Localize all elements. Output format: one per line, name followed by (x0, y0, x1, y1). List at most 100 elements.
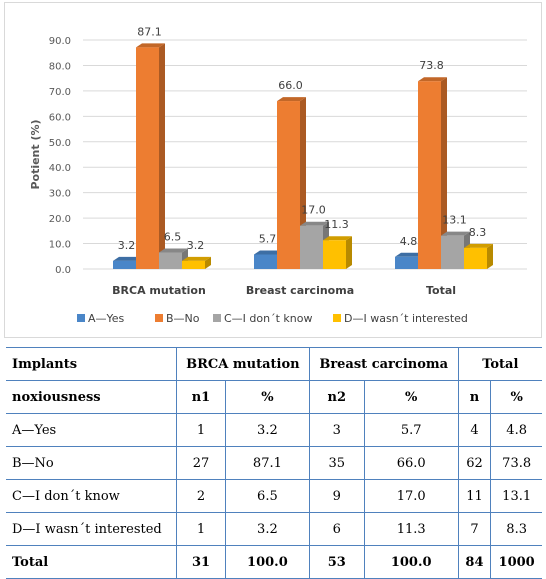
bar-chart: 0.0 10.0 20.0 30.0 40.0 50.0 60.0 70.0 80.0 90.0 P… (29, 25, 527, 325)
bar-top (418, 77, 447, 82)
bar (395, 256, 418, 269)
legend-swatch (333, 314, 341, 322)
row-label: B—No (6, 446, 177, 480)
bar-side (487, 243, 493, 269)
cell: 11.3 (363, 512, 459, 546)
cell: 6 (308, 512, 365, 546)
row-label: D—I wasn´t interested (6, 512, 177, 546)
subheader-n1: n1 (175, 380, 227, 414)
table-row: A—Yes 1 3.2 3 5.7 4 4.8 (6, 413, 542, 447)
total-cell: 31 (175, 545, 227, 579)
subheader-noxiousness: noxiousness (6, 380, 177, 414)
chart-container: 0.0 10.0 20.0 30.0 40.0 50.0 60.0 70.0 80.0 90.0 P… (4, 2, 542, 338)
bar-top (441, 231, 470, 236)
header-brca: BRCA mutation (175, 347, 310, 381)
data-label: 3.2 (118, 239, 136, 252)
cell: 6.5 (225, 479, 310, 513)
cell: 1 (175, 413, 227, 447)
data-label: 87.1 (137, 25, 162, 38)
bar (300, 225, 323, 269)
subheader-pct1: % (225, 380, 310, 414)
bar-side (441, 77, 447, 269)
bar (464, 247, 487, 269)
cell: 3.2 (225, 512, 310, 546)
table-row: C—I don´t know 2 6.5 9 17.0 11 13.1 (6, 479, 542, 513)
data-label: 66.0 (278, 79, 303, 92)
data-label: 73.8 (419, 59, 444, 72)
y-tick-label: 10.0 (49, 240, 71, 251)
cell: 87.1 (225, 446, 310, 480)
bar (159, 252, 182, 269)
total-cell: 100.0 (363, 545, 459, 579)
subheader-n2: n2 (308, 380, 365, 414)
data-label: 4.8 (400, 235, 418, 248)
bar (113, 260, 136, 269)
bar (254, 254, 277, 269)
cell: 3 (308, 413, 365, 447)
cell: 5.7 (363, 413, 459, 447)
y-tick-label: 90.0 (49, 36, 71, 47)
bar-side (346, 236, 352, 269)
row-label: C—I don´t know (6, 479, 177, 513)
y-tick-label: 20.0 (49, 214, 71, 225)
bar-top (136, 43, 165, 48)
cell: 35 (308, 446, 365, 480)
bar-top (113, 256, 142, 261)
bar (136, 47, 159, 269)
data-label: 5.7 (259, 232, 277, 245)
cell: 13.1 (490, 479, 542, 513)
cell: 27 (175, 446, 227, 480)
bar (323, 240, 346, 269)
x-tick-label: Breast carcinoma (246, 284, 354, 297)
bar-top (395, 252, 424, 257)
legend-label: B—No (166, 312, 200, 325)
bar-top (254, 250, 283, 255)
bar (277, 101, 300, 269)
legend-swatch (213, 314, 221, 322)
cell: 73.8 (490, 446, 542, 480)
bar-side (159, 43, 165, 269)
y-axis-title: Potient (%) (29, 119, 42, 189)
legend-swatch (77, 314, 85, 322)
table-subheader-row: noxiousness n1 % n2 % n % (6, 380, 542, 414)
cell: 7 (457, 512, 492, 546)
header-implants: Implants (6, 347, 177, 381)
x-tick-label: Total (426, 284, 456, 297)
y-tick-label: 70.0 (49, 87, 71, 98)
results-table: Implants BRCA mutation Breast carcinoma … (6, 347, 542, 579)
total-cell: 53 (308, 545, 365, 579)
bar (418, 81, 441, 269)
header-total: Total (457, 347, 542, 381)
row-label: A—Yes (6, 413, 177, 447)
cell: 9 (308, 479, 365, 513)
cell: 11 (457, 479, 492, 513)
table-row: B—No 27 87.1 35 66.0 62 73.8 (6, 446, 542, 480)
data-label: 3.2 (187, 239, 205, 252)
cell: 8.3 (490, 512, 542, 546)
cell: 3.2 (225, 413, 310, 447)
bar-top (182, 256, 211, 261)
cell: 17.0 (363, 479, 459, 513)
cell: 2 (175, 479, 227, 513)
y-tick-label: 60.0 (49, 112, 71, 123)
subheader-pct2: % (363, 380, 459, 414)
y-tick-label: 30.0 (49, 189, 71, 200)
table-total-row: Total 31 100.0 53 100.0 84 1000 (6, 545, 542, 579)
legend-label: A—Yes (88, 312, 125, 325)
x-tick-label: BRCA mutation (112, 284, 206, 297)
total-label: Total (6, 545, 177, 579)
y-tick-label: 0.0 (55, 265, 71, 276)
total-cell: 100.0 (225, 545, 310, 579)
bar-top (323, 236, 352, 241)
subheader-pct: % (490, 380, 542, 414)
table-header-row: Implants BRCA mutation Breast carcinoma … (6, 347, 542, 381)
total-cell: 84 (457, 545, 492, 579)
legend-label: D—I wasn´t interested (344, 312, 468, 325)
bar-top (159, 248, 188, 253)
cell: 62 (457, 446, 492, 480)
data-label: 13.1 (442, 214, 467, 227)
bar-top (277, 97, 306, 102)
data-label: 17.0 (301, 204, 326, 217)
subheader-n: n (457, 380, 492, 414)
header-carcinoma: Breast carcinoma (308, 347, 459, 381)
